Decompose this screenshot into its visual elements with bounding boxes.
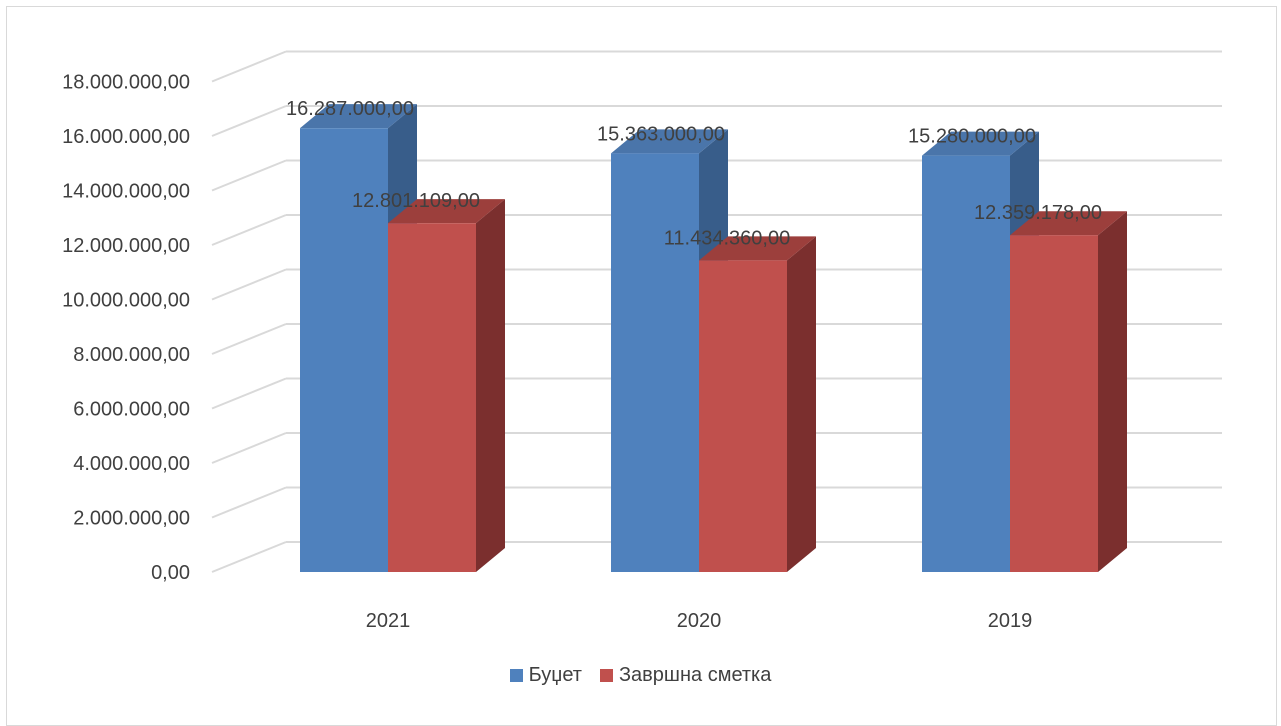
y-tick-label: 8.000.000,00 <box>73 344 190 366</box>
bars <box>300 104 1127 572</box>
legend-item-budget: Буџет <box>509 664 582 687</box>
gridline-diagonal <box>211 377 287 410</box>
bar-front-face <box>699 260 787 572</box>
data-label: 16.287.000,00 <box>286 98 414 120</box>
data-label: 15.363.000,00 <box>597 123 725 145</box>
bar-top-face <box>300 104 417 129</box>
bar-final-account-2019 <box>1010 211 1127 572</box>
y-tick-label: 18.000.000,00 <box>62 72 190 94</box>
gridline-diagonal <box>211 50 287 83</box>
y-tick-label: 6.000.000,00 <box>73 399 190 421</box>
legend-swatch <box>509 669 523 682</box>
legend-item-final-account: Завршна сметка <box>599 664 772 687</box>
bar-top-face <box>699 236 816 261</box>
bar-front-face <box>300 128 388 572</box>
bar-final-account-2020 <box>699 236 816 572</box>
gridline-diagonal <box>211 486 287 519</box>
y-axis-tick-labels: 0,00 2.000.000,00 4.000.000,00 6.000.000,00… <box>62 72 190 585</box>
gridline-diagonal <box>211 432 287 464</box>
y-tick-label: 2.000.000,00 <box>73 508 190 530</box>
bar-side-face <box>1098 211 1127 572</box>
y-tick-label: 12.000.000,00 <box>62 235 190 257</box>
data-label: 15.280.000,00 <box>908 126 1036 148</box>
bar-front-face <box>388 223 476 572</box>
bar-top-face <box>611 129 728 154</box>
gridline-diagonal <box>211 214 287 246</box>
gridline-diagonal <box>211 541 287 573</box>
bar-side-face <box>476 199 505 572</box>
x-axis-category-labels: 2021 2020 2019 <box>366 610 1033 632</box>
y-tick-label: 0,00 <box>151 562 190 584</box>
x-category-label: 2019 <box>988 610 1033 632</box>
x-category-label: 2020 <box>677 610 722 632</box>
bar-top-face <box>388 199 505 224</box>
data-labels: 16.287.000,00 12.801.109,00 15.363.000,00 1… <box>286 98 1102 249</box>
gridline-diagonal <box>211 268 287 301</box>
gridline-diagonal <box>211 105 287 137</box>
bar-front-face <box>1010 235 1098 572</box>
bar-front-face <box>611 153 699 572</box>
legend-label: Буџет <box>528 664 582 686</box>
bar-final-account-2021 <box>388 199 505 572</box>
data-label: 11.434.360,00 <box>664 227 790 249</box>
y-tick-label: 10.000.000,00 <box>62 290 190 312</box>
legend: Буџет Завршна сметка <box>0 664 1281 687</box>
data-label: 12.359.178,00 <box>974 202 1102 224</box>
bar-top-face <box>922 131 1039 156</box>
y-tick-label: 4.000.000,00 <box>73 453 190 475</box>
bar-chart: 0,00 2.000.000,00 4.000.000,00 6.000.000,00… <box>62 50 1222 632</box>
legend-label: Завршна сметка <box>618 664 772 686</box>
y-tick-label: 16.000.000,00 <box>62 126 190 148</box>
bar-top-face <box>1010 211 1127 236</box>
gridline-diagonal <box>211 323 287 355</box>
x-category-label: 2021 <box>366 610 411 632</box>
y-tick-label: 14.000.000,00 <box>62 181 190 203</box>
bar-side-face <box>787 236 816 572</box>
bar-front-face <box>922 155 1010 572</box>
data-label: 12.801.109,00 <box>352 190 480 212</box>
legend-swatch <box>599 669 613 682</box>
gridline-diagonal <box>211 159 287 192</box>
